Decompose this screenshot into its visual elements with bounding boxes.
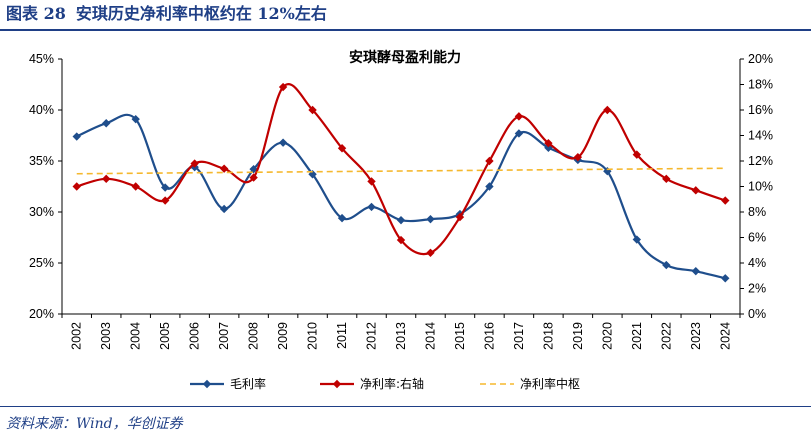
right-tick-label: 0%: [748, 307, 766, 321]
x-tick-label: 2004: [129, 322, 143, 350]
x-tick-label: 2024: [718, 322, 732, 350]
chart: 安琪酵母盈利能力 20% 25% 30% 35% 40% 45% 0% 2% 4% 6% 8% 10%…: [29, 49, 773, 391]
right-tick-label: 6%: [748, 231, 766, 245]
net-margin-point: [131, 182, 140, 191]
figure-title: 图表 28 安琪历史净利率中枢约在 12%左右: [6, 2, 337, 26]
gross-margin-point: [632, 235, 642, 244]
net-margin-point: [249, 173, 258, 182]
x-tick-label: 2010: [306, 322, 320, 350]
gross-margin-point: [485, 182, 494, 191]
top-rule: [0, 29, 811, 31]
x-tick-label: 2014: [423, 322, 437, 350]
net-margin-point: [603, 105, 612, 115]
net-margin-point: [455, 212, 465, 222]
x-tick-label: 2015: [453, 322, 467, 350]
legend-label-net-margin: 净利率:右轴: [360, 376, 424, 391]
net-margin-point: [396, 235, 406, 245]
left-tick-label: 45%: [29, 52, 54, 66]
x-tick-label: 2012: [365, 322, 379, 350]
gross-margin-point: [131, 114, 140, 124]
net-margin-point: [367, 177, 376, 186]
chart-title: 安琪酵母盈利能力: [349, 49, 461, 66]
right-tick-label: 18%: [748, 78, 773, 92]
gross-margin-point: [396, 215, 406, 225]
net-margin-point: [219, 164, 229, 173]
gross-margin-point: [544, 143, 553, 152]
net-margin-point: [662, 174, 671, 184]
legend-label-net-margin-center: 净利率中枢: [520, 376, 580, 391]
right-tick-label: 8%: [748, 205, 766, 219]
gross-margin-point: [102, 119, 111, 128]
right-tick-label: 20%: [748, 52, 773, 66]
gross-margin-point: [72, 132, 81, 141]
net-margin-point: [573, 152, 583, 162]
x-tick-label: 2021: [630, 322, 644, 350]
right-tick-label: 14%: [748, 129, 773, 143]
gross-margin-point: [721, 274, 730, 283]
gross-margin-point: [160, 183, 170, 192]
gross-margin-point: [691, 266, 700, 276]
right-tick-label: 2%: [748, 282, 766, 296]
right-tick-label: 16%: [748, 103, 773, 117]
x-tick-label: 2022: [659, 322, 673, 350]
legend-label-gross-margin: 毛利率: [230, 376, 266, 391]
x-tick-label: 2002: [70, 322, 84, 350]
source-note: 资料来源：Wind，华创证券: [6, 416, 183, 432]
net-margin-point: [426, 248, 435, 257]
net-margin-point: [544, 138, 553, 148]
gross-margin-point: [603, 167, 612, 176]
gross-margin-point: [219, 204, 229, 214]
left-tick-label: 35%: [29, 154, 54, 168]
bottom-rule: [0, 406, 811, 407]
x-tick-label: 2011: [335, 322, 349, 349]
left-tick-label: 30%: [29, 205, 54, 219]
x-tick-label: 2005: [158, 322, 172, 350]
x-tick-label: 2018: [541, 322, 555, 350]
x-tick-label: 2009: [276, 322, 290, 350]
x-tick-label: 2013: [394, 322, 408, 350]
right-tick-label: 12%: [748, 154, 773, 168]
net-margin-center-line: [76, 167, 726, 175]
left-tick-label: 25%: [29, 256, 54, 270]
gross-margin-point: [337, 213, 347, 223]
gross-margin-point: [367, 202, 376, 212]
gross-margin-point: [662, 260, 671, 270]
net-margin-point: [721, 196, 730, 205]
net-margin-point: [72, 182, 81, 191]
figure-title-text: 安琪历史净利率中枢约在 12%左右: [75, 4, 327, 23]
x-tick-label: 2019: [571, 322, 585, 350]
net-margin-point: [308, 105, 317, 115]
legend-marker-gross-margin: [202, 379, 212, 389]
left-tick-label: 40%: [29, 103, 54, 117]
x-tick-label: 2023: [689, 322, 703, 350]
x-tick-label: 2020: [600, 322, 614, 350]
x-tick-label: 2016: [482, 322, 496, 350]
x-tick-label: 2006: [188, 322, 202, 350]
net-margin-point: [190, 159, 199, 168]
net-margin-point: [514, 112, 524, 121]
right-tick-label: 4%: [748, 256, 766, 270]
x-tick-label: 2007: [217, 322, 231, 350]
net-margin-point: [102, 174, 111, 184]
left-tick-label: 20%: [29, 307, 54, 321]
legend-marker-net-margin: [332, 379, 342, 389]
x-tick-label: 2003: [99, 322, 113, 350]
figure-label: 图表 28: [6, 4, 66, 23]
net-margin-point: [160, 196, 170, 205]
right-tick-label: 10%: [748, 180, 773, 194]
gross-margin-point: [426, 214, 435, 224]
x-tick-label: 2008: [247, 322, 261, 350]
gross-margin-point: [514, 129, 524, 138]
gross-margin-point: [278, 138, 288, 147]
net-margin-point: [278, 82, 288, 92]
net-margin-point: [691, 186, 700, 195]
x-tick-label: 2017: [512, 322, 526, 350]
